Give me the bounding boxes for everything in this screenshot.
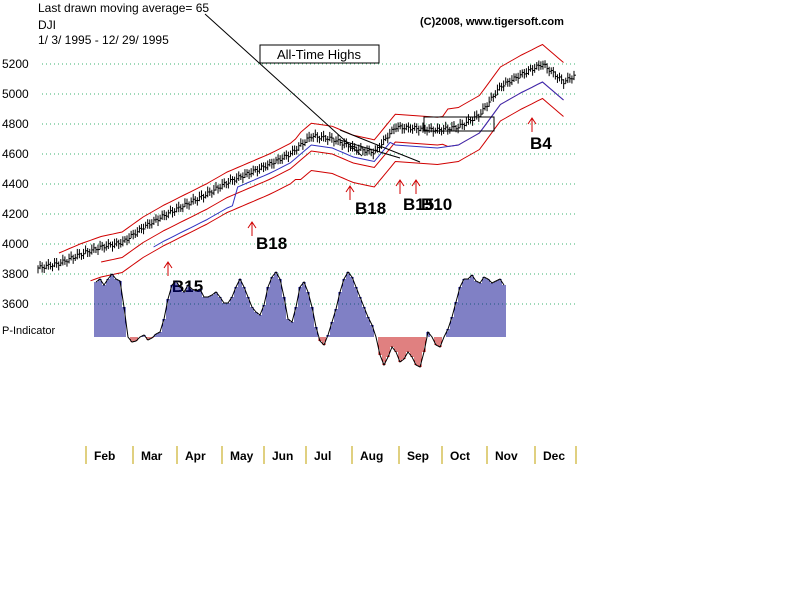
resistance-trend-line: [339, 129, 421, 163]
consolidation-box: [423, 116, 495, 132]
y-tick-label: 3600: [2, 297, 29, 311]
badge-frame: [259, 44, 380, 64]
signal-arrowhead: [411, 179, 421, 187]
signal-arrowhead: [395, 179, 405, 187]
y-tick-label: 5200: [2, 57, 29, 71]
month-label: Apr: [185, 449, 206, 463]
y-axis: 3600 3800 4000 4200 4400 4600 4800 5000 5200: [2, 57, 29, 311]
month-label: Jul: [314, 449, 331, 463]
p-indicator-histogram: [94, 271, 506, 368]
envelope-bands: [58, 43, 564, 282]
annotation-pointer-line: [204, 13, 363, 157]
index-name: DJI: [38, 18, 56, 32]
lower-band: [90, 97, 564, 282]
signal-label: B4: [530, 134, 552, 153]
signal-arrowhead: [163, 261, 173, 269]
month-label: Dec: [543, 449, 565, 463]
y-tick-label: 4200: [2, 207, 29, 221]
signal-label: B18: [256, 234, 287, 253]
price-bars: [37, 60, 576, 274]
month-label: Mar: [141, 449, 163, 463]
p-indicator-label: P-Indicator: [2, 325, 56, 337]
moving-average-label: Last drawn moving average= 65: [38, 1, 209, 15]
month-label: Oct: [450, 449, 470, 463]
y-tick-label: 4000: [2, 237, 29, 251]
date-range: 1/ 3/ 1995 - 12/ 29/ 1995: [38, 33, 169, 47]
all-time-highs-badge: All-Time Highs: [277, 47, 362, 62]
month-label: Nov: [495, 449, 518, 463]
support-trend-line: [339, 139, 401, 159]
signal-label: B10: [421, 195, 452, 214]
y-tick-label: 4400: [2, 177, 29, 191]
signal-arrowhead: [247, 221, 257, 229]
month-label: May: [230, 449, 254, 463]
upper-band: [58, 43, 564, 254]
x-axis: Feb Mar Apr May Jun Jul Aug Sep Oct Nov Dec: [85, 446, 577, 464]
month-label: Jun: [272, 449, 293, 463]
month-label: Aug: [360, 449, 383, 463]
signal-label: B18: [355, 199, 386, 218]
month-label: Feb: [94, 449, 115, 463]
gridlines: [42, 63, 578, 305]
middle-band: [100, 81, 564, 263]
copyright-text: (C)2008, www.tigersoft.com: [420, 16, 564, 28]
trend-lines: [204, 13, 495, 163]
moving-average-line: [153, 81, 564, 248]
signal-arrowhead: [345, 185, 355, 193]
y-tick-label: 5000: [2, 87, 29, 101]
signal-arrowhead: [527, 117, 537, 125]
signal-label: B15: [403, 195, 434, 214]
month-label: Sep: [407, 449, 429, 463]
y-tick-label: 3800: [2, 267, 29, 281]
y-tick-label: 4600: [2, 147, 29, 161]
p-indicator-outline: [95, 271, 505, 368]
y-tick-label: 4800: [2, 117, 29, 131]
